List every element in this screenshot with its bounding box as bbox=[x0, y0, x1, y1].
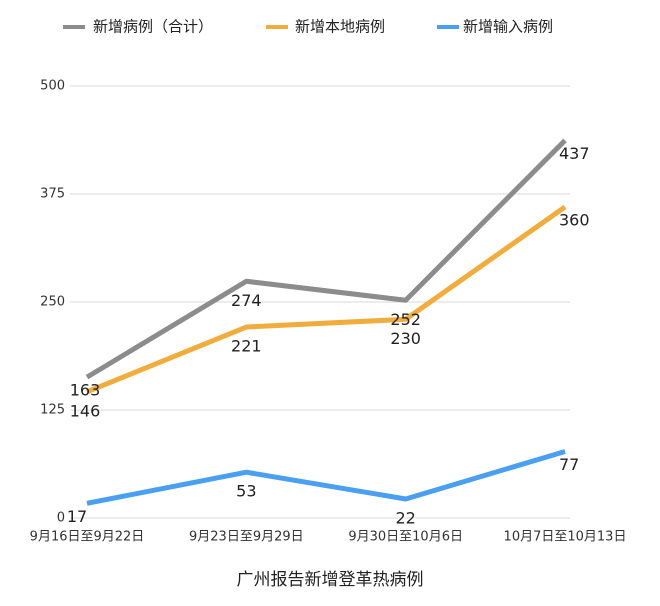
data-label: 274 bbox=[231, 291, 262, 310]
data-label: 53 bbox=[236, 482, 256, 501]
data-label: 221 bbox=[231, 337, 262, 356]
series-line bbox=[85, 138, 567, 380]
legend-label: 新增本地病例 bbox=[295, 18, 385, 36]
data-label: 230 bbox=[390, 329, 421, 348]
x-tick-label: 9月23日至9月29日 bbox=[189, 530, 304, 545]
data-label: 77 bbox=[559, 455, 579, 474]
series-line bbox=[86, 449, 566, 506]
series-line bbox=[86, 204, 567, 395]
y-tick-label: 375 bbox=[40, 187, 65, 202]
data-label: 17 bbox=[67, 507, 87, 526]
x-axis-title: 广州报告新增登革热病例 bbox=[237, 570, 424, 590]
y-tick-label: 500 bbox=[40, 79, 65, 94]
x-tick-label: 9月30日至10月6日 bbox=[348, 530, 463, 545]
legend-label: 新增病例（合计） bbox=[93, 18, 213, 36]
data-label: 146 bbox=[70, 401, 101, 420]
data-label: 252 bbox=[390, 310, 421, 329]
data-label: 22 bbox=[395, 508, 415, 527]
x-tick-label: 10月7日至10月13日 bbox=[504, 530, 627, 545]
x-tick-label: 9月16日至9月22日 bbox=[30, 530, 145, 545]
y-tick-label: 250 bbox=[40, 295, 65, 310]
y-tick-label: 0 bbox=[57, 511, 65, 526]
legend-label: 新增输入病例 bbox=[463, 18, 553, 36]
data-label: 163 bbox=[70, 381, 101, 400]
y-tick-label: 125 bbox=[40, 403, 65, 418]
data-label: 437 bbox=[559, 144, 590, 163]
data-label: 360 bbox=[559, 210, 590, 229]
